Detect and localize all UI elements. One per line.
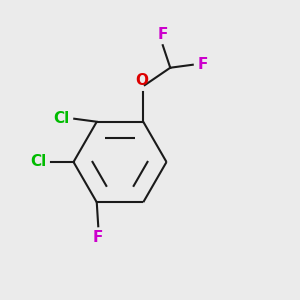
- Text: Cl: Cl: [53, 111, 70, 126]
- Text: F: F: [93, 230, 104, 245]
- Text: F: F: [158, 27, 168, 42]
- Text: O: O: [135, 73, 148, 88]
- Text: F: F: [197, 57, 208, 72]
- Text: Cl: Cl: [30, 154, 46, 169]
